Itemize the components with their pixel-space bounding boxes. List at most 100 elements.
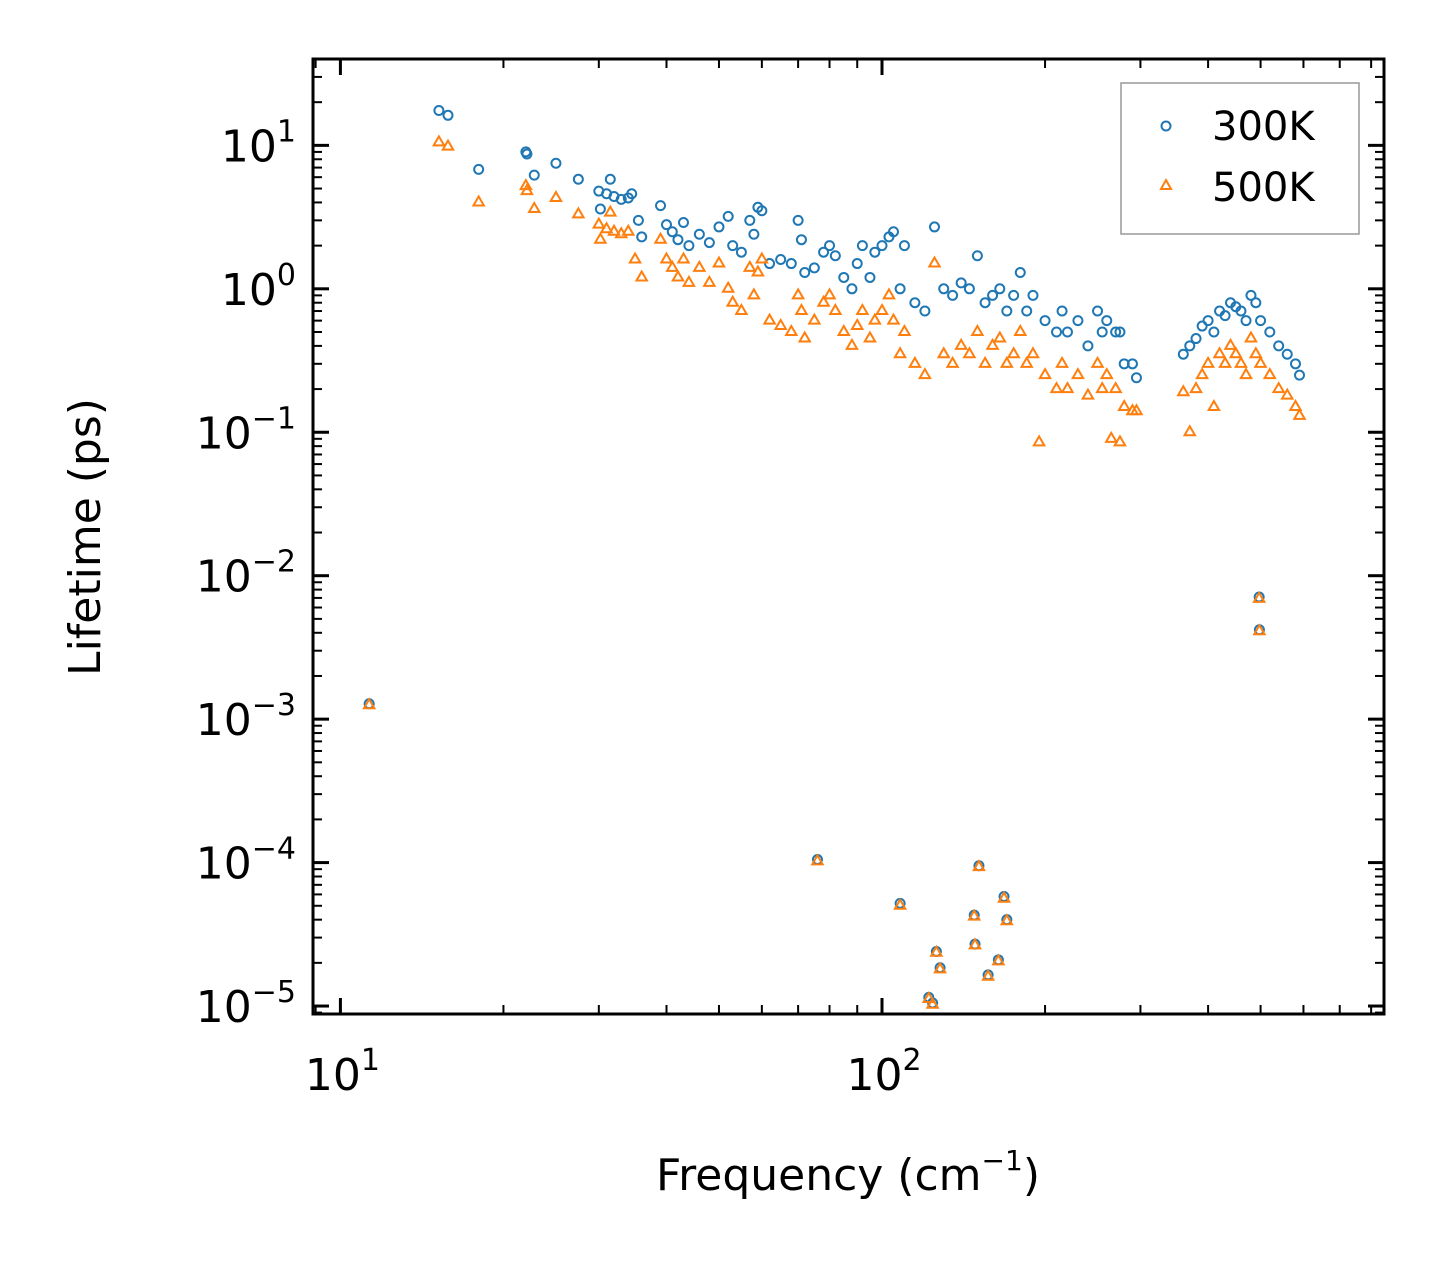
y-tick-label-exponent: −5 — [252, 975, 296, 1010]
data-point-500k — [1055, 355, 1069, 368]
data-point-300k — [1255, 315, 1267, 327]
data-point-300k — [672, 234, 684, 246]
data-point-500k — [927, 255, 942, 268]
data-point-300k — [1072, 315, 1084, 327]
data-point-300k — [1208, 326, 1220, 338]
data-point-300k — [1289, 358, 1301, 370]
data-point-300k — [1114, 326, 1126, 338]
data-point-500k — [607, 223, 621, 236]
data-point-500k — [962, 346, 977, 359]
data-point-300k — [604, 173, 616, 185]
data-point-300k — [1014, 266, 1026, 278]
data-point-300k — [756, 205, 768, 217]
x-tick-label: 101 — [305, 1043, 380, 1101]
data-point-500k — [750, 264, 765, 277]
data-point-500k — [441, 138, 455, 151]
data-point-300k — [785, 258, 797, 270]
data-point-300k — [677, 216, 689, 228]
data-point-300k — [666, 226, 678, 238]
data-point-500k — [1239, 367, 1253, 380]
data-point-500k — [762, 312, 777, 325]
series-300k — [363, 105, 1306, 1009]
data-point-500k — [681, 274, 696, 287]
data-point-300k — [615, 193, 627, 205]
data-point-500k — [671, 269, 685, 282]
data-point-500k — [520, 183, 534, 196]
data-point-500k — [1117, 398, 1132, 411]
data-point-300k — [1219, 310, 1231, 322]
data-point-300k — [979, 297, 991, 309]
data-point-300k — [1235, 305, 1247, 317]
y-tick-label: 10−5 — [196, 975, 296, 1033]
data-point-300k — [1027, 289, 1039, 301]
data-point-300k — [824, 240, 836, 252]
data-point-500k — [836, 323, 851, 336]
data-point-300k — [744, 214, 756, 226]
data-point-500k — [1032, 434, 1047, 447]
data-point-300k — [894, 283, 906, 295]
data-point-500k — [875, 303, 889, 316]
data-point-300k — [799, 266, 811, 278]
x-axis-label-base: Frequency (cm — [656, 1150, 982, 1201]
legend-marker-500k — [1159, 177, 1173, 190]
data-point-300k — [521, 148, 533, 160]
data-point-500k — [1262, 367, 1277, 380]
data-point-500k — [1104, 430, 1119, 443]
x-tick-label-base: 10 — [305, 1050, 361, 1101]
data-point-500k — [822, 287, 837, 300]
data-point-300k — [846, 283, 858, 295]
data-point-300k — [1039, 315, 1051, 327]
series-500k — [362, 134, 1307, 1009]
data-point-300k — [963, 283, 975, 295]
data-point-300k — [693, 228, 705, 240]
data-point-500k — [1244, 330, 1258, 343]
data-point-500k — [991, 953, 1006, 966]
data-point-300k — [928, 221, 940, 233]
data-point-300k — [473, 163, 485, 175]
data-point-500k — [797, 330, 812, 343]
data-point-300k — [1101, 315, 1113, 327]
data-point-500k — [1026, 346, 1040, 359]
data-point-500k — [907, 355, 922, 368]
data-point-500k — [1006, 346, 1021, 359]
data-point-500k — [1099, 367, 1114, 380]
data-point-300k — [1092, 305, 1104, 317]
data-point-500k — [970, 323, 985, 336]
y-axis-label: Lifetime (ps) — [60, 398, 111, 676]
data-point-500k — [1129, 403, 1144, 416]
data-point-500k — [591, 216, 606, 229]
data-point-500k — [1271, 381, 1286, 394]
data-point-300k — [626, 188, 638, 200]
x-axis-label: Frequency (cm−1) — [656, 1144, 1040, 1201]
data-point-500k — [967, 908, 982, 921]
data-point-500k — [712, 255, 726, 268]
data-point-300k — [818, 246, 830, 258]
data-point-500k — [702, 274, 717, 287]
legend-box — [1120, 82, 1360, 235]
data-point-500k — [807, 312, 822, 325]
data-point-300k — [442, 109, 454, 121]
data-point-500k — [1234, 355, 1248, 368]
data-point-300k — [795, 234, 807, 246]
data-point-500k — [1070, 367, 1085, 380]
data-point-500k — [1252, 590, 1267, 603]
data-point-300k — [572, 173, 584, 185]
data-point-300k — [1240, 315, 1252, 327]
y-tick-label: 101 — [221, 114, 296, 172]
data-point-300k — [1001, 305, 1013, 317]
data-point-500k — [692, 259, 707, 272]
data-point-300k — [655, 200, 667, 212]
data-point-300k — [660, 219, 672, 231]
legend: 300K 500K — [1120, 82, 1360, 235]
data-point-500k — [653, 231, 668, 244]
data-point-500k — [746, 287, 761, 300]
data-point-500k — [794, 303, 809, 316]
data-point-500k — [791, 287, 806, 300]
y-tick-label-exponent: 0 — [277, 258, 296, 293]
data-point-300k — [1008, 289, 1020, 301]
y-tick-label-base: 10 — [221, 265, 277, 316]
data-point-300k — [1177, 348, 1189, 360]
legend-label-500k: 500K — [1212, 165, 1316, 211]
data-point-500k — [725, 294, 740, 307]
y-tick-label-base: 10 — [196, 982, 252, 1033]
